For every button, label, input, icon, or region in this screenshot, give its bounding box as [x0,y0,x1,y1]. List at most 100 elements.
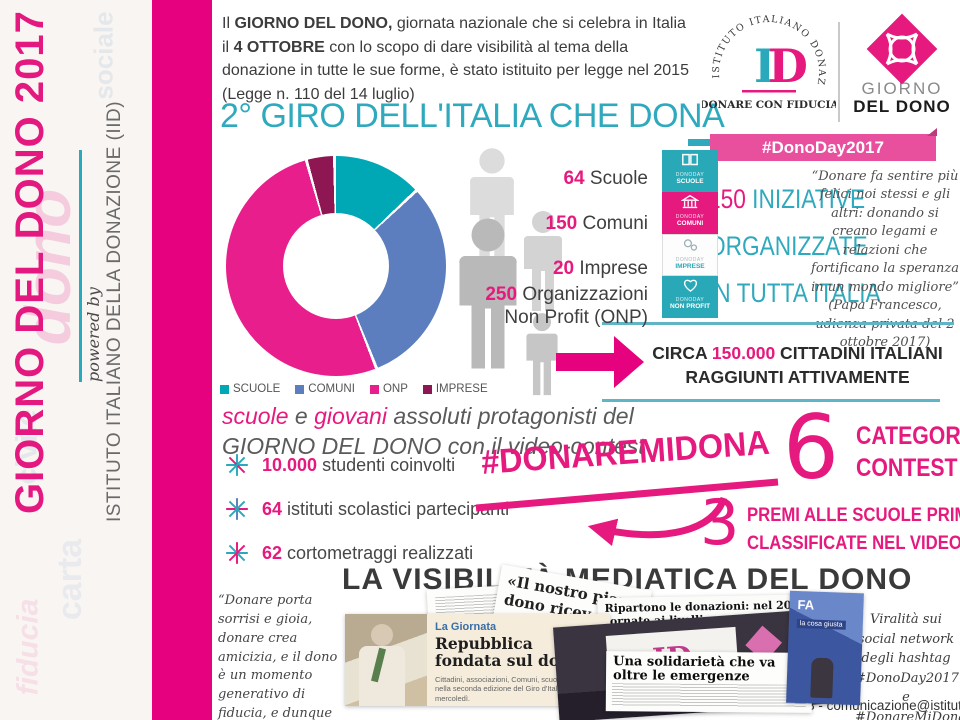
contest-intro-text: assoluti protagonisti del [386,403,634,429]
contest-intro-highlight: giovani [314,403,387,429]
contest-intro-highlight: scuole [222,403,289,429]
iid-letter-d: D [768,39,808,93]
contest-stat-text: 64 istituti scolastici partecipanti [262,499,509,520]
categorie-number: 6 [783,396,839,499]
premi-line: PREMI ALLE SCUOLE PRIME [747,505,960,526]
contest-stat-cortometraggi: 62 cortometraggi realizzati [224,540,473,566]
intro-text: giornata nazionale che si celebra in Ita… [222,15,686,56]
contest-stat-istituti: 64 istituti scolastici partecipanti [224,496,509,522]
badge-name: COMUNI [676,220,704,227]
premi-labels: PREMI ALLE SCUOLE PRIME CLASSIFICATE NEL… [747,502,960,558]
gdd-logo-line1: GIORNO [861,79,943,98]
contest-stat-value: 10.000 [262,454,318,475]
badge-scuole: DONODAY SCUOLE [662,150,718,192]
stat-onp: 250 Organizzazioni Non Profit (ONP) [473,283,648,329]
news-text-column: La Giornata Repubblica fondata sul dono … [427,614,610,706]
tv-person-silhouette [810,657,834,699]
contest-stat-text: 10.000 studenti coinvolti [262,455,455,476]
tv-caption: la cosa giusta [796,619,846,630]
legend-label: IMPRESE [435,383,488,395]
news-body: Cittadini, associazioni, Comuni, scuole … [435,674,599,704]
donoday-hashtag-banner: #DonoDay2017 [710,128,937,161]
legend-item-comuni: COMUNI [295,383,355,395]
reach-text: CIRCA [652,343,712,363]
legend-swatch [369,384,379,394]
badge-name: IMPRESE [675,263,705,270]
hashtag-underline-arrow [475,478,779,547]
asterisk-icon [226,498,248,520]
stat-comuni: 150 Comuni [546,213,648,235]
contest-stat-label: istituti scolastici partecipanti [287,498,510,519]
contest-stat-value: 62 [262,542,283,563]
tv-screenshot-fa-la-cosa-giusta: FA la cosa giusta [786,590,864,706]
iniziative-line: INIZIATIVE [745,184,866,214]
quote-text: “Donare fa sentire più felici noi stessi… [811,169,959,295]
sidebar-divider-line [79,150,82,382]
intro-bold-event: GIORNO DEL DONO, [234,15,393,32]
watermark-strip: dono sociale civile carta fiducia GIORNO… [0,0,152,720]
categorie-line: CONTEST [856,454,958,482]
watermark-word: carta [51,538,90,621]
iid-underline [742,90,796,93]
gears-icon [683,239,697,251]
legend-label: SCUOLE [233,383,281,395]
news-photo [345,614,427,706]
contest-intro-text: GIORNO DEL DONO con il video-contest [222,432,645,459]
categorie-line: CATEGORIE [856,422,960,450]
legend-swatch [295,384,305,394]
watermark-word: sociale [88,11,119,100]
stat-label: Organizzazioni Non Profit (ONP) [504,284,648,329]
watermark-word: fiducia [11,598,45,696]
news-kicker: La Giornata [435,621,497,633]
chart-legend: SCUOLE COMUNI ONP IMPRESE [220,383,488,395]
reach-text: CITTADINI ITALIANI RAGGIUNTI ATTIVAMENTE [685,343,943,387]
stat-value: 20 [552,258,575,279]
gdd-logo-line2: DEL DONO [853,96,951,116]
giorno-del-dono-logo: GIORNO DEL DONO [846,10,958,117]
badge-nonprofit: DONODAY NON PROFIT [662,276,718,318]
organization-name-vertical: ISTITUTO ITALIANO DELLA DONAZIONE (IID) [104,100,125,522]
intro-text: con lo scopo di dare visibilità al tema … [222,38,689,104]
badge-imprese: DONODAY IMPRESE [662,234,718,276]
title-accent-dash [688,139,718,146]
contest-stat-studenti: 10.000 studenti coinvolti [224,452,455,478]
donut-chart-hole [283,213,389,319]
news-clipping-solidarieta: Una solidarietà che va oltre le emergenz… [605,651,813,713]
asterisk-icon [226,454,248,476]
legend-label: COMUNI [308,383,355,395]
legend-item-scuole: SCUOLE [220,383,280,395]
page-title: 2° GIRO DELL'ITALIA CHE DONA [220,97,725,135]
townhall-icon [680,194,700,209]
news-headline: Repubblica fondata sul dono [435,634,581,671]
legend-item-onp: ONP [369,383,408,395]
iniziative-line: ORGANIZZATE [708,231,868,261]
legend-swatch [220,384,229,394]
magenta-accent-bar [152,0,212,720]
premi-number: 3 [700,486,740,559]
banner-fold [927,128,937,136]
event-title-vertical: GIORNO DEL DONO 2017 [8,10,52,514]
reach-value: 150.000 [711,343,776,363]
tv-caption: FA [797,597,815,613]
stat-value: 64 [563,168,585,189]
stat-value: 250 [485,284,518,305]
iid-logo: ISTITUTO ITALIANO DONAZIONE I D DONARE C… [702,4,836,111]
quote-papa-francesco: “Donare fa sentire più felici noi stessi… [810,168,960,353]
intro-bold-date: 4 OTTOBRE [233,38,325,56]
gdd-diamond-icon [866,13,938,85]
donoday-hashtag-text: #DonoDay2017 [762,138,884,157]
iniziative-line: IN TUTTA ITALIA [708,278,881,308]
stat-label: Scuole [589,168,648,189]
iniziative-callout: 150 INIZIATIVE ORGANIZZATE IN TUTTA ITAL… [708,176,881,317]
badge-brand: DONODAY [675,172,705,178]
stat-label: Imprese [579,258,648,279]
stat-imprese: 20 Imprese [553,258,648,280]
iid-tagline: DONARE CON FIDUCIA [702,99,836,111]
social-virality-note: Viralità sui social network degli hashta… [855,612,960,720]
contest-intro: scuole e giovani assoluti protagonisti d… [222,402,645,462]
asterisk-icon [226,542,248,564]
premi-line: CLASSIFICATE NEL VIDEO-CONTEST [747,533,960,554]
iid-letter-i: I [754,39,776,93]
quote-mattarella: “Donare porta sorrisi e gioia, donare cr… [218,592,346,720]
